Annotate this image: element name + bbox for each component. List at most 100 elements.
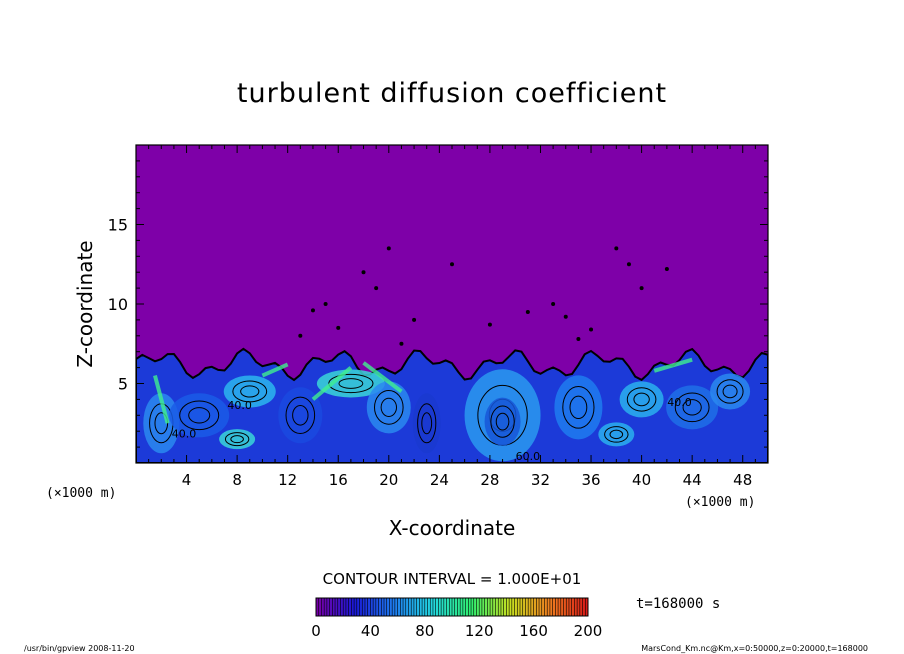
eddy-dot bbox=[589, 327, 594, 332]
contour-interval-label: CONTOUR INTERVAL = 1.000E+01 bbox=[323, 570, 582, 588]
eddy-dot bbox=[576, 336, 581, 341]
contour-line bbox=[224, 432, 250, 447]
field-patch bbox=[143, 393, 180, 454]
x-tick-label: 4 bbox=[182, 471, 192, 489]
contour-label: 60.0 bbox=[516, 450, 541, 463]
contour-line bbox=[682, 399, 702, 416]
footer-right: MarsCond_Km.nc@Km,x=0:50000,z=0:20000,t=… bbox=[641, 644, 868, 653]
contour-line bbox=[338, 378, 364, 389]
contour-label: 40.0 bbox=[667, 396, 692, 409]
colorbar-tick-label: 160 bbox=[519, 622, 548, 640]
plot-area: 40.0 40.0 40.0 60.0 bbox=[135, 144, 769, 464]
colorbar-tick-label: 40 bbox=[361, 622, 380, 640]
chart-title: turbulent diffusion coefficient bbox=[237, 78, 667, 109]
contour-line bbox=[569, 395, 588, 420]
x-tick-label: 16 bbox=[329, 471, 348, 489]
contour-line bbox=[417, 403, 437, 444]
colorbar-tick-label: 120 bbox=[465, 622, 494, 640]
field-patch bbox=[366, 381, 411, 434]
y-tick-label: 10 bbox=[108, 295, 128, 314]
colorbar-tick-label: 80 bbox=[415, 622, 434, 640]
field-streak bbox=[653, 357, 693, 373]
contour-line bbox=[562, 386, 595, 429]
field-patch bbox=[710, 373, 751, 410]
field-patch bbox=[484, 397, 521, 446]
eddy-dot bbox=[399, 341, 404, 346]
contour-line bbox=[604, 426, 629, 443]
x-axis-label: X-coordinate bbox=[389, 516, 516, 540]
eddy-dot bbox=[310, 308, 315, 313]
eddy-dot bbox=[323, 302, 328, 306]
x-tick-label: 32 bbox=[531, 471, 550, 489]
colorbar: 0 40 80 120 160 200 bbox=[311, 597, 603, 640]
x-tick-label: 48 bbox=[733, 471, 752, 489]
field-streak bbox=[311, 366, 353, 401]
field-patch bbox=[278, 387, 323, 444]
contour-label: 40.0 bbox=[172, 428, 197, 441]
footer-left: /usr/bin/gpview 2008-11-20 bbox=[24, 644, 135, 653]
y-tick-label: 15 bbox=[108, 216, 128, 235]
eddy-dot bbox=[386, 246, 391, 251]
contour-line bbox=[292, 405, 309, 426]
eddy-dot bbox=[412, 317, 417, 322]
eddy-dot bbox=[336, 325, 341, 330]
eddy-dot bbox=[664, 267, 669, 272]
eddy-dot bbox=[614, 246, 619, 251]
y-axis-label: Z-coordinate bbox=[73, 240, 97, 367]
time-label: t=168000 s bbox=[636, 596, 720, 612]
eddy-dot bbox=[525, 309, 530, 314]
contour-line bbox=[633, 392, 650, 407]
x-tick-label: 12 bbox=[278, 471, 297, 489]
field-patch bbox=[223, 375, 276, 408]
contour-line bbox=[716, 379, 744, 404]
eddy-dot bbox=[551, 302, 556, 306]
x-tick-label: 8 bbox=[232, 471, 242, 489]
x-tick-label: 40 bbox=[632, 471, 651, 489]
eddy-dot bbox=[563, 314, 568, 319]
contour-line bbox=[240, 385, 260, 398]
eddy-dot bbox=[639, 286, 644, 291]
x-unit-left-label: (×1000 m) bbox=[46, 486, 116, 501]
x-tick-label: 24 bbox=[430, 471, 449, 489]
contour-line bbox=[490, 405, 515, 438]
field-patch bbox=[554, 375, 603, 440]
contour-line bbox=[285, 396, 316, 434]
field-patch bbox=[619, 381, 664, 418]
field-streak bbox=[261, 362, 289, 378]
field-patch bbox=[412, 393, 441, 454]
contour-line bbox=[609, 429, 624, 440]
contour-line bbox=[179, 400, 220, 431]
contour-line bbox=[230, 435, 244, 444]
x-unit-right-label: (×1000 m) bbox=[685, 495, 755, 510]
x-tick-label: 28 bbox=[480, 471, 499, 489]
contour-line bbox=[328, 373, 374, 394]
colorbar-tick-label: 0 bbox=[311, 622, 321, 640]
contour-label: 40.0 bbox=[227, 399, 252, 412]
contour-line bbox=[374, 389, 404, 425]
x-tick-label: 44 bbox=[683, 471, 702, 489]
contour-line bbox=[188, 407, 211, 424]
eddy-dot bbox=[298, 333, 303, 338]
colorbar-tick-label: 200 bbox=[574, 622, 603, 640]
field-streak bbox=[153, 375, 170, 424]
x-tick-label: 36 bbox=[581, 471, 600, 489]
contour-line bbox=[495, 412, 510, 431]
contour-line bbox=[674, 392, 710, 423]
contour-line bbox=[722, 384, 738, 399]
contour-line bbox=[421, 412, 433, 435]
field-patch bbox=[598, 422, 635, 447]
contour-line bbox=[626, 387, 657, 412]
eddy-dot bbox=[450, 262, 454, 267]
contour-line bbox=[380, 397, 397, 417]
field-patch bbox=[316, 369, 385, 398]
x-tick-label: 20 bbox=[379, 471, 398, 489]
eddy-dot bbox=[374, 286, 379, 291]
field-patch bbox=[169, 393, 230, 438]
field-patch bbox=[219, 429, 256, 450]
turbulent-layer: 40.0 40.0 40.0 60.0 bbox=[136, 246, 768, 463]
field-streak bbox=[362, 361, 403, 394]
eddy-dot bbox=[487, 322, 492, 327]
eddy-dot bbox=[626, 262, 631, 267]
contour-line bbox=[232, 380, 268, 403]
